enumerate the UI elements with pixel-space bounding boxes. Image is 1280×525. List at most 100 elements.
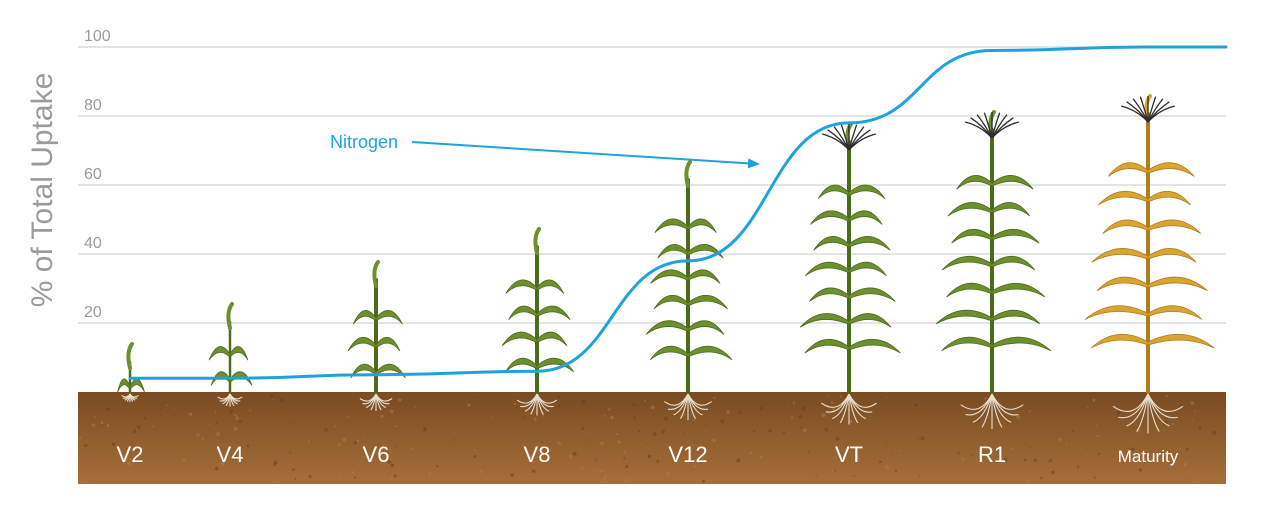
plant-leaf xyxy=(684,160,692,188)
soil-speck xyxy=(1116,411,1121,415)
soil-speck xyxy=(478,470,483,474)
soil-speck xyxy=(414,405,416,408)
soil-speck xyxy=(1051,470,1055,475)
stage-label-v2: V2 xyxy=(117,442,144,467)
soil-speck xyxy=(1171,422,1174,426)
plant-leaf xyxy=(1102,219,1149,234)
soil-speck xyxy=(572,451,577,456)
soil-speck xyxy=(1166,460,1168,462)
soil-speck xyxy=(555,441,558,444)
soil-speck xyxy=(885,441,887,443)
soil-speck xyxy=(167,471,169,473)
plant-root xyxy=(1147,393,1170,427)
soil-texture xyxy=(78,394,1217,483)
plant-leaf xyxy=(687,218,717,233)
soil-speck xyxy=(782,431,786,435)
soil-speck xyxy=(586,442,588,444)
soil-speck xyxy=(1092,398,1096,402)
soil-speck xyxy=(1033,458,1038,462)
plant-leaf xyxy=(1098,190,1149,206)
gridlines xyxy=(78,46,1226,324)
soil-speck xyxy=(625,465,629,468)
soil-speck xyxy=(580,466,584,470)
plant-leaf xyxy=(991,175,1034,190)
soil-speck xyxy=(831,470,834,473)
soil-speck xyxy=(1198,425,1202,430)
soil-speck xyxy=(914,403,918,408)
soil-speck xyxy=(467,403,471,407)
plant-root xyxy=(848,393,867,420)
soil-speck xyxy=(736,458,741,463)
soil-speck xyxy=(394,425,397,428)
soil-speck xyxy=(1071,430,1074,433)
plant-leaf xyxy=(1147,219,1202,234)
soil-speck xyxy=(834,469,837,472)
soil-speck xyxy=(570,474,573,477)
soil-speck xyxy=(1177,439,1179,441)
soil-speck xyxy=(849,419,853,424)
soil-speck xyxy=(1119,459,1121,462)
soil-speck xyxy=(393,474,397,478)
soil-speck xyxy=(665,471,670,476)
soil-speck xyxy=(1058,437,1062,442)
plant-leaf xyxy=(848,261,887,277)
soil-speck xyxy=(473,455,477,458)
plant-leaf xyxy=(991,202,1031,217)
series-label-nitrogen: Nitrogen xyxy=(330,132,398,152)
plant-v4 xyxy=(208,302,253,407)
soil-speck xyxy=(208,423,210,425)
plant-leaf xyxy=(941,256,993,271)
soil-speck xyxy=(238,420,242,424)
soil-speck xyxy=(362,436,365,439)
soil-speck xyxy=(738,410,742,415)
y-tick-label: 20 xyxy=(84,304,102,321)
soil-speck xyxy=(600,469,604,473)
plant-leaf xyxy=(848,287,896,302)
plant-leaf xyxy=(1147,276,1208,292)
soil-speck xyxy=(801,406,806,411)
plant-leaf xyxy=(508,305,538,320)
plant-leaf xyxy=(810,210,850,225)
soil-speck xyxy=(231,456,235,460)
soil-speck xyxy=(387,460,392,464)
soil-speck xyxy=(1086,447,1089,450)
plant-root xyxy=(1147,393,1160,432)
soil-speck xyxy=(1065,443,1068,446)
soil-speck xyxy=(884,465,889,470)
soil-speck xyxy=(380,414,384,418)
soil-speck xyxy=(389,477,393,480)
soil-speck xyxy=(1183,462,1187,467)
soil-speck xyxy=(715,444,718,446)
plant-leaf xyxy=(991,336,1052,352)
plant-leaf xyxy=(1147,305,1203,320)
soil-speck xyxy=(106,424,110,428)
soil-speck xyxy=(339,476,342,479)
y-tick-label: 100 xyxy=(84,28,111,45)
soil-speck xyxy=(292,421,294,423)
soil-speck xyxy=(749,451,753,455)
plant-leaf xyxy=(848,236,891,251)
soil-speck xyxy=(1116,464,1118,466)
soil-speck xyxy=(581,400,586,405)
soil-speck xyxy=(273,479,277,482)
soil-speck xyxy=(196,433,200,437)
soil-speck xyxy=(369,436,371,438)
soil-speck xyxy=(626,431,628,433)
soil-speck xyxy=(1138,468,1142,472)
soil-speck xyxy=(160,414,163,416)
plant-root xyxy=(1136,393,1149,432)
plant-leaf xyxy=(991,256,1036,271)
soil-speck xyxy=(1131,447,1135,451)
plant-root xyxy=(1147,393,1178,419)
soil-speck xyxy=(1076,465,1080,468)
soil-speck xyxy=(586,438,588,441)
soil-speck xyxy=(337,443,341,447)
plant-leaf xyxy=(808,287,850,302)
soil-speck xyxy=(100,421,104,425)
soil-speck xyxy=(416,481,418,483)
soil-speck xyxy=(214,466,219,471)
plant-leaf xyxy=(1147,190,1191,206)
plant-leaf xyxy=(1091,333,1149,349)
soil-speck xyxy=(152,425,155,428)
